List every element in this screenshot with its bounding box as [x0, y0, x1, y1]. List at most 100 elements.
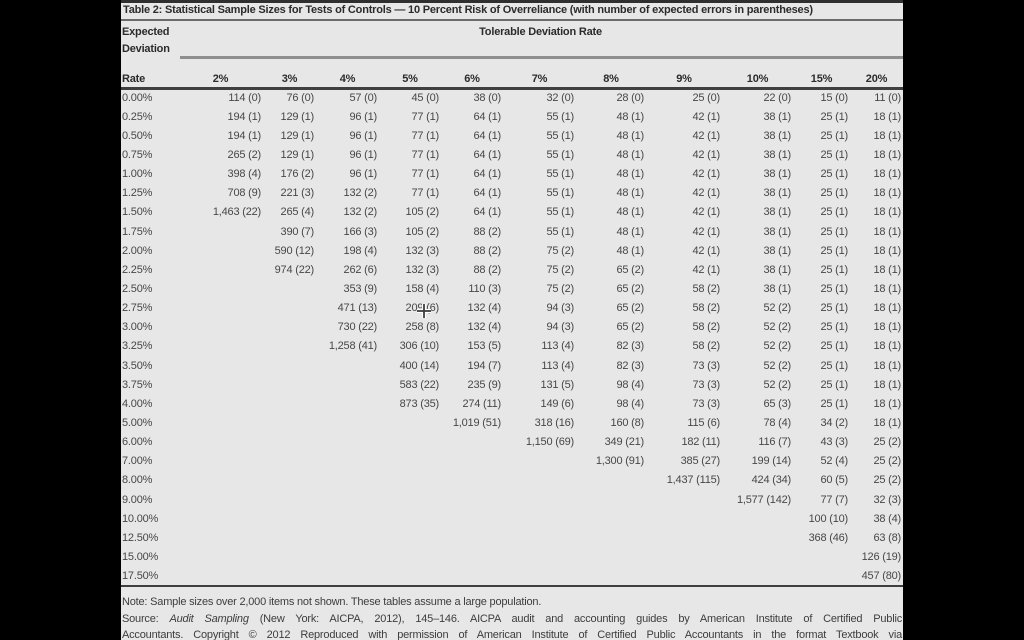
cell: 77 (1)	[411, 148, 439, 161]
cell: 194 (1)	[227, 110, 262, 123]
table-row: 17.50% 457 (80)	[121, 567, 903, 586]
row-header-word-deviation: Deviation	[122, 43, 170, 55]
cell: 129 (1)	[280, 129, 315, 142]
cell: 58 (2)	[692, 302, 720, 315]
cell: 1,437 (115)	[666, 474, 720, 487]
cell: 52 (2)	[763, 359, 791, 372]
row-label: 0.50%	[122, 129, 153, 142]
cell: 65 (2)	[616, 282, 644, 295]
cell: 25 (1)	[820, 129, 848, 142]
cell: 110 (3)	[468, 282, 501, 295]
cell	[178, 547, 263, 566]
table-row: 3.25% 1,258 (41) 306 (10) 153 (5) 113 (4) 82 …	[121, 337, 903, 356]
cell: 45 (0)	[411, 92, 439, 105]
cell: 32 (0)	[546, 92, 574, 105]
cell: 18 (1)	[873, 263, 901, 276]
cell: 52 (2)	[763, 378, 791, 391]
cell: 149 (6)	[540, 397, 575, 410]
cell: 65 (3)	[763, 397, 791, 410]
cell: 129 (1)	[280, 110, 315, 123]
cell: 153 (5)	[467, 340, 502, 353]
cell	[178, 490, 263, 509]
cell: 77 (1)	[411, 168, 439, 181]
title-rule	[121, 19, 903, 21]
row-header-word-expected: Expected	[122, 26, 170, 38]
cell: 42 (1)	[692, 129, 720, 142]
cell: 42 (1)	[692, 244, 720, 257]
cell: 132 (4)	[467, 321, 502, 334]
cell: 11 (0)	[874, 92, 901, 105]
cell: 15 (0)	[820, 92, 848, 105]
table-row: 2.75% 471 (13) 209 (6) 132 (4) 94 (3) 65 (2) 5…	[121, 299, 903, 318]
cell	[576, 547, 646, 566]
cell: 73 (3)	[692, 359, 720, 372]
cell	[441, 567, 503, 586]
cell: 132 (4)	[467, 302, 502, 315]
cell	[793, 547, 850, 566]
cell: 38 (1)	[763, 263, 791, 276]
cell: 52 (2)	[763, 302, 791, 315]
cell: 60 (5)	[820, 474, 848, 487]
row-label: 9.00%	[122, 493, 153, 506]
cell: 38 (1)	[763, 168, 791, 181]
cell: 38 (1)	[763, 244, 791, 257]
column-header: 2%	[178, 72, 263, 90]
cell: 76 (0)	[286, 92, 314, 105]
row-label: 3.25%	[122, 340, 153, 353]
cell: 64 (1)	[473, 110, 501, 123]
cell	[576, 528, 646, 547]
cell	[441, 452, 503, 471]
cell: 18 (1)	[873, 302, 901, 315]
cell	[503, 471, 576, 490]
cell: 25 (1)	[820, 378, 848, 391]
table-row: 0.50% 194 (1) 129 (1) 96 (1) 77 (1) 64 (1) 55 …	[121, 126, 903, 145]
cell: 1,577 (142)	[736, 493, 791, 506]
cell	[441, 471, 503, 490]
cell: 126 (19)	[861, 550, 902, 563]
cell: 18 (1)	[873, 148, 901, 161]
cell	[263, 375, 316, 394]
cell: 57 (0)	[349, 92, 377, 105]
cell: 88 (2)	[473, 225, 501, 238]
cell	[316, 375, 379, 394]
cell: 38 (1)	[763, 282, 791, 295]
cell: 58 (2)	[692, 340, 720, 353]
cell	[793, 567, 850, 586]
cell: 32 (3)	[873, 493, 901, 506]
cell: 25 (1)	[820, 263, 848, 276]
cell	[379, 547, 441, 566]
cell: 94 (3)	[546, 321, 574, 334]
cell	[263, 547, 316, 566]
cell: 77 (1)	[411, 187, 439, 200]
cell: 52 (4)	[820, 455, 848, 468]
cell: 65 (2)	[616, 321, 644, 334]
cell: 115 (6)	[687, 416, 720, 429]
cell	[646, 490, 722, 509]
row-label: 3.75%	[122, 378, 153, 391]
cell: 42 (1)	[692, 206, 720, 219]
cell	[178, 318, 263, 337]
cell: 55 (1)	[546, 187, 574, 200]
cell	[503, 509, 576, 528]
cell	[379, 490, 441, 509]
cell: 116 (7)	[758, 436, 791, 449]
cell	[379, 528, 441, 547]
cell: 55 (1)	[546, 129, 574, 142]
cell: 1,300 (91)	[595, 455, 644, 468]
cell	[178, 222, 263, 241]
cell: 158 (4)	[405, 282, 440, 295]
cell: 100 (10)	[808, 512, 849, 525]
table-row: 6.00% 1,150 (69) 349 (21) 182 (11) 116 (7) 43…	[121, 433, 903, 452]
column-header: 9%	[646, 72, 722, 90]
cell: 96 (1)	[349, 148, 377, 161]
cell: 28 (0)	[616, 92, 644, 105]
cell: 38 (1)	[763, 187, 791, 200]
column-header: 3%	[263, 72, 316, 90]
cell: 18 (1)	[873, 244, 901, 257]
crosshair-cursor	[416, 303, 432, 319]
cell: 48 (1)	[616, 187, 644, 200]
row-label: 0.25%	[122, 110, 153, 123]
cell: 48 (1)	[616, 168, 644, 181]
cell: 25 (1)	[820, 244, 848, 257]
cell: 131 (5)	[540, 378, 575, 391]
